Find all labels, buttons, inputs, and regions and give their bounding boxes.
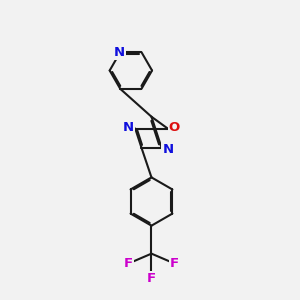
Text: F: F bbox=[147, 272, 156, 286]
Text: N: N bbox=[123, 121, 134, 134]
Text: F: F bbox=[169, 257, 179, 270]
Text: F: F bbox=[124, 257, 134, 270]
Text: O: O bbox=[169, 121, 180, 134]
Text: N: N bbox=[162, 142, 174, 156]
Text: N: N bbox=[113, 46, 124, 59]
